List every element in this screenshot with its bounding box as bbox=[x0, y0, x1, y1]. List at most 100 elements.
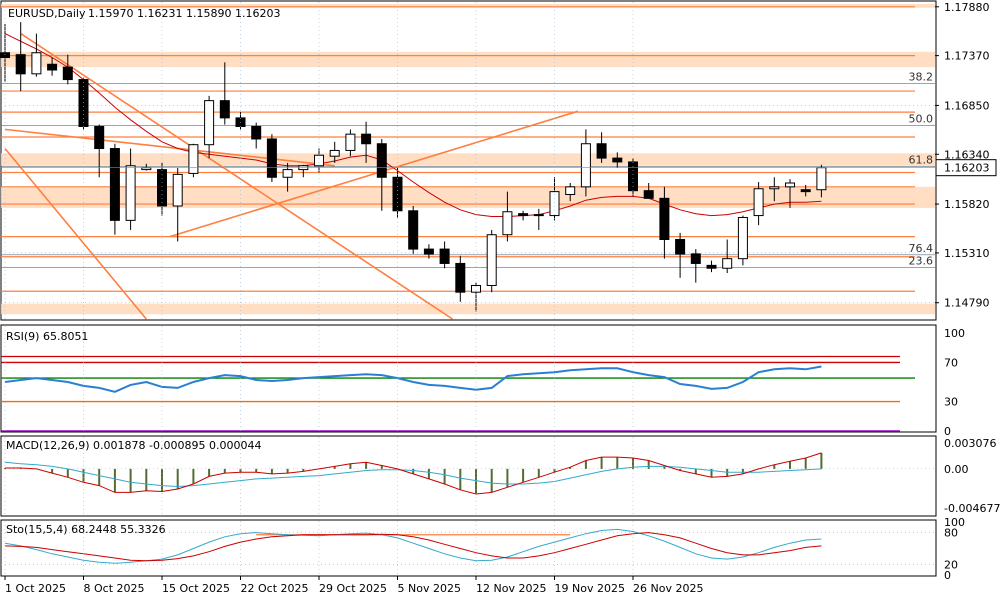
candle[interactable] bbox=[753, 188, 764, 217]
sto-main-line bbox=[4, 528, 822, 564]
price-tick-label: 1.17880 bbox=[944, 1, 990, 14]
candle[interactable] bbox=[455, 262, 466, 293]
time-tick-label: 29 Oct 2025 bbox=[319, 582, 387, 595]
candle[interactable] bbox=[659, 197, 670, 241]
symbol-label: EURUSD,Daily bbox=[8, 7, 86, 20]
candle[interactable] bbox=[533, 214, 544, 217]
candle[interactable] bbox=[188, 144, 199, 174]
time-tick-label: 1 Oct 2025 bbox=[5, 582, 66, 595]
rsi-tick-label: 0 bbox=[944, 425, 951, 438]
candle[interactable] bbox=[157, 169, 167, 207]
candle[interactable] bbox=[816, 167, 827, 191]
candle[interactable] bbox=[15, 54, 26, 75]
moving-average-line bbox=[4, 33, 822, 217]
candle[interactable] bbox=[408, 210, 419, 250]
candle[interactable] bbox=[486, 234, 497, 286]
candle[interactable] bbox=[596, 143, 607, 159]
time-tick-label: 12 Nov 2025 bbox=[476, 582, 546, 595]
trend-line bbox=[4, 148, 147, 320]
candle[interactable] bbox=[204, 100, 215, 146]
candle[interactable] bbox=[125, 165, 136, 221]
candle[interactable] bbox=[565, 186, 576, 195]
price-tick-label: 1.15820 bbox=[944, 198, 990, 211]
candle[interactable] bbox=[376, 143, 387, 178]
macd-pane-frame bbox=[0, 435, 937, 517]
time-tick-label: 19 Nov 2025 bbox=[555, 582, 625, 595]
time-tick-label: 5 Nov 2025 bbox=[398, 582, 461, 595]
fib-label: 50.0 bbox=[909, 113, 934, 126]
time-tick-label: 22 Oct 2025 bbox=[241, 582, 309, 595]
price-tick-label: 1.16340 bbox=[944, 148, 990, 161]
candle[interactable] bbox=[690, 253, 701, 264]
price-tick-label: 1.15310 bbox=[944, 247, 990, 260]
candle[interactable] bbox=[518, 213, 529, 217]
candle[interactable] bbox=[722, 258, 733, 269]
rsi-tick-label: 70 bbox=[944, 356, 958, 369]
trend-line bbox=[4, 128, 335, 167]
price-zone bbox=[1, 3, 935, 8]
price-zone bbox=[1, 303, 935, 315]
rsi-tick-label: 100 bbox=[944, 327, 965, 340]
sto-pane-frame bbox=[0, 519, 937, 577]
candle[interactable] bbox=[94, 126, 105, 150]
price-tick-label: 1.16850 bbox=[944, 99, 990, 112]
price-zone bbox=[1, 51, 935, 68]
candle[interactable] bbox=[31, 52, 42, 75]
candle[interactable] bbox=[282, 169, 293, 178]
candle[interactable] bbox=[47, 63, 58, 71]
candle[interactable] bbox=[219, 100, 230, 119]
time-tick-label: 26 Nov 2025 bbox=[633, 582, 703, 595]
sto-header-label: Sto(15,5,4) 68.2448 55.3326 bbox=[6, 523, 166, 536]
sto-tick-label: 20 bbox=[944, 558, 958, 571]
candle[interactable] bbox=[172, 173, 183, 207]
candle[interactable] bbox=[737, 216, 748, 260]
candle[interactable] bbox=[471, 284, 481, 293]
candle[interactable] bbox=[706, 264, 717, 269]
candle[interactable] bbox=[0, 52, 10, 59]
macd-tick-label: 0.00 bbox=[944, 463, 969, 476]
candle[interactable] bbox=[675, 239, 686, 255]
candle[interactable] bbox=[439, 248, 450, 264]
fib-label: 76.4 bbox=[909, 242, 934, 255]
candle[interactable] bbox=[345, 133, 356, 151]
price-zone bbox=[1, 153, 935, 166]
trend-line bbox=[20, 32, 453, 320]
fib-label: 23.6 bbox=[909, 254, 934, 267]
sto-tick-label: 0 bbox=[944, 569, 951, 582]
macd-signal-line bbox=[4, 461, 822, 488]
candle[interactable] bbox=[643, 190, 654, 199]
candle[interactable] bbox=[580, 143, 591, 188]
candle[interactable] bbox=[361, 133, 372, 145]
candle[interactable] bbox=[785, 182, 795, 188]
time-tick-label: 8 Oct 2025 bbox=[84, 582, 145, 595]
ohlc-readout: 1.15970 1.16231 1.15890 1.16203 bbox=[88, 7, 280, 20]
candle[interactable] bbox=[769, 186, 780, 190]
candle[interactable] bbox=[612, 157, 623, 163]
candle[interactable] bbox=[423, 248, 434, 255]
candle[interactable] bbox=[109, 148, 120, 221]
current-price-label: 1.16203 bbox=[944, 162, 990, 175]
candle[interactable] bbox=[314, 154, 324, 167]
sto-signal-line bbox=[4, 532, 822, 562]
candle[interactable] bbox=[329, 149, 340, 157]
candle[interactable] bbox=[62, 66, 73, 81]
candle[interactable] bbox=[251, 126, 262, 140]
candle[interactable] bbox=[266, 138, 277, 178]
candle[interactable] bbox=[549, 191, 560, 217]
price-tick-label: 1.17370 bbox=[944, 50, 990, 63]
fib-label: 38.2 bbox=[909, 70, 934, 83]
rsi-line bbox=[4, 365, 822, 393]
sto-tick-label: 100 bbox=[944, 516, 965, 529]
price-tick-label: 1.14790 bbox=[944, 297, 990, 310]
candle[interactable] bbox=[502, 211, 513, 236]
sto-tick-label: 80 bbox=[944, 527, 958, 540]
time-axis: 1 Oct 2025 8 Oct 2025 15 Oct 2025 22 Oct 20… bbox=[4, 2, 703, 595]
macd-tick-label: 0.003076 bbox=[944, 437, 997, 450]
rsi-header-label: RSI(9) 65.8051 bbox=[6, 330, 88, 343]
trend-line bbox=[169, 110, 579, 238]
fib-label: 61.8 bbox=[909, 154, 934, 167]
candle[interactable] bbox=[800, 189, 811, 193]
